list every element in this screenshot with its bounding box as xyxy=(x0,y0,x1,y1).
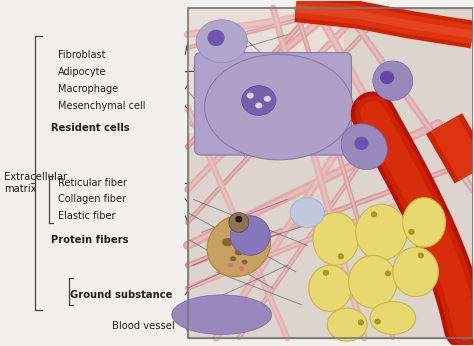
Ellipse shape xyxy=(341,124,387,170)
Ellipse shape xyxy=(242,260,247,264)
Text: Blood vessel: Blood vessel xyxy=(112,321,175,331)
Text: Adipocyte: Adipocyte xyxy=(58,67,107,77)
Text: Reticular fiber: Reticular fiber xyxy=(58,178,127,188)
Ellipse shape xyxy=(235,216,242,222)
Ellipse shape xyxy=(346,310,352,316)
Ellipse shape xyxy=(316,297,322,302)
Ellipse shape xyxy=(356,204,407,260)
Ellipse shape xyxy=(172,295,272,335)
Text: Elastic fiber: Elastic fiber xyxy=(58,211,116,221)
FancyBboxPatch shape xyxy=(195,53,351,155)
Ellipse shape xyxy=(364,219,369,224)
Ellipse shape xyxy=(224,104,259,130)
Ellipse shape xyxy=(230,256,237,261)
Ellipse shape xyxy=(380,71,394,84)
Text: Mesenchymal cell: Mesenchymal cell xyxy=(58,101,146,111)
Ellipse shape xyxy=(229,212,249,232)
Ellipse shape xyxy=(405,312,411,317)
Text: Macrophage: Macrophage xyxy=(58,84,118,94)
Ellipse shape xyxy=(348,255,397,308)
Ellipse shape xyxy=(230,216,270,255)
Ellipse shape xyxy=(327,308,367,341)
Text: Protein fibers: Protein fibers xyxy=(51,235,128,245)
Ellipse shape xyxy=(393,247,438,297)
Ellipse shape xyxy=(244,236,251,242)
Ellipse shape xyxy=(370,301,416,335)
FancyBboxPatch shape xyxy=(188,8,473,338)
FancyBboxPatch shape xyxy=(188,8,344,134)
Ellipse shape xyxy=(224,88,258,115)
Text: Resident cells: Resident cells xyxy=(51,124,129,133)
Ellipse shape xyxy=(311,107,346,133)
Ellipse shape xyxy=(246,93,254,99)
Ellipse shape xyxy=(196,20,247,63)
Ellipse shape xyxy=(255,102,262,108)
Ellipse shape xyxy=(208,30,225,46)
Ellipse shape xyxy=(290,198,324,227)
Text: Fibroblast: Fibroblast xyxy=(58,49,105,60)
Text: Extracellular
matrix: Extracellular matrix xyxy=(4,172,67,194)
Ellipse shape xyxy=(348,231,354,237)
Text: Collagen fiber: Collagen fiber xyxy=(58,194,126,204)
Ellipse shape xyxy=(222,238,233,246)
Ellipse shape xyxy=(239,266,244,271)
Ellipse shape xyxy=(373,61,413,100)
Ellipse shape xyxy=(386,283,392,289)
Ellipse shape xyxy=(265,134,302,158)
Ellipse shape xyxy=(228,263,233,267)
Ellipse shape xyxy=(235,249,243,255)
Ellipse shape xyxy=(207,215,271,276)
Ellipse shape xyxy=(309,265,351,311)
Ellipse shape xyxy=(205,54,353,160)
Ellipse shape xyxy=(416,236,421,241)
Text: Ground substance: Ground substance xyxy=(70,290,172,300)
Ellipse shape xyxy=(313,212,358,265)
Ellipse shape xyxy=(403,198,446,247)
Ellipse shape xyxy=(354,137,369,150)
Ellipse shape xyxy=(402,282,408,288)
Ellipse shape xyxy=(264,96,271,102)
Ellipse shape xyxy=(310,86,344,112)
Ellipse shape xyxy=(242,86,276,115)
